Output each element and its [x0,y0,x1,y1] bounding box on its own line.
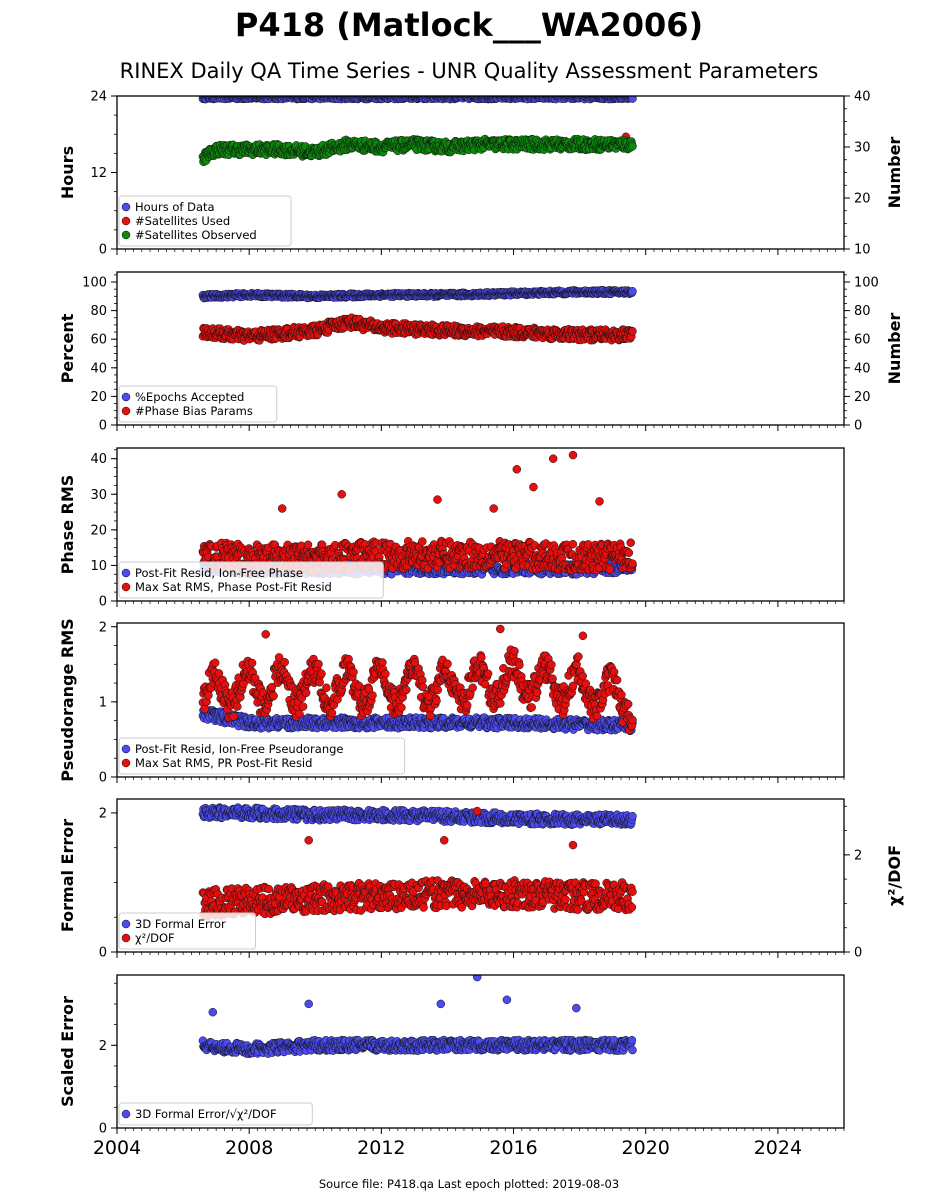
y-tick-label: 20 [90,390,107,405]
y-right-tick-label: 60 [854,333,871,348]
legend-label: %Epochs Accepted [135,390,244,404]
legend-label: Hours of Data [135,200,215,214]
series-phase-bias-params [198,313,637,345]
y-right-axis-label: Number [885,137,904,209]
y-tick-label: 12 [90,166,107,181]
legend: Hours of Data#Satellites Used#Satellites… [118,195,292,247]
legend-marker [121,406,131,416]
outlier-point [548,454,558,463]
data-points [198,450,637,579]
series-hours-of-data [198,96,637,104]
y-tick-label: 80 [90,304,107,319]
legend-label: #Satellites Used [135,214,230,228]
y-tick-label: 0 [99,419,107,434]
data-point [624,548,634,558]
y-tick-label: 24 [90,90,107,105]
legend-marker [121,392,131,402]
y-tick-label: 30 [90,488,107,503]
y-right-tick-label: 100 [854,276,879,291]
data-point [568,539,578,549]
data-points [198,285,637,345]
y-tick-label: 20 [90,523,107,538]
y-tick-label: 60 [90,333,107,348]
y-right-tick-label: 30 [854,141,871,156]
y-tick-label: 10 [90,559,107,574]
data-point [628,327,637,336]
data-point [628,559,637,568]
series-satellites-observed [198,134,637,167]
legend-marker [121,230,131,240]
outlier-point [337,490,346,499]
data-point [628,287,637,296]
legend-label: Post-Fit Resid, Ion-Free Phase [135,566,303,580]
data-point [628,96,637,103]
legend-marker [121,216,131,226]
outlier-point [595,497,604,506]
y-right-tick-label: 0 [854,419,862,434]
outlier-point [568,450,578,460]
data-point [418,537,427,546]
y-right-axis-label: Number [885,313,904,385]
y-right-tick-label: 40 [854,90,871,105]
outlier-point [489,504,498,513]
data-point [628,142,637,151]
figure-title: P418 (Matlock___WA2006) [235,6,703,44]
series-epochs-accepted [198,285,637,303]
data-points [198,96,637,167]
outlier-point [512,465,522,474]
y-tick-label: 40 [90,361,107,376]
legend-marker [121,568,131,578]
outlier-point [277,504,287,513]
y-right-tick-label: 20 [854,390,871,405]
y-tick-label: 100 [82,276,107,291]
y-axis-label: Percent [58,313,77,383]
legend-box [118,385,278,423]
y-right-tick-label: 20 [854,192,871,207]
legend-label: #Phase Bias Params [135,404,253,418]
data-point [626,538,635,547]
y-axis-label: Phase RMS [58,475,77,575]
y-tick-label: 40 [90,452,107,467]
y-right-tick-label: 80 [854,304,871,319]
series-max-sat-rms-phase-post-fit-resid [198,450,637,577]
legend-box [118,195,292,247]
legend: %Epochs Accepted#Phase Bias Params [118,385,278,423]
legend-label: #Satellites Observed [135,228,257,242]
legend-marker [121,202,131,212]
data-point [303,540,313,550]
outlier-point [433,495,442,504]
panel-percent: 0 20 40 60 80 100 0 20 40 60 80 100 Percent Number %Ep… [58,271,904,434]
legend-label: Max Sat RMS, Phase Post-Fit Resid [135,580,332,594]
y-tick-label: 0 [99,243,107,258]
legend-marker [121,582,131,592]
y-axis-label: Hours [58,146,77,199]
figure-subtitle: RINEX Daily QA Time Series - UNR Quality… [120,59,819,83]
y-tick-label: 0 [99,595,107,610]
data-point [605,565,615,574]
outlier-point [529,482,538,492]
y-right-tick-label: 10 [854,243,871,258]
panel-phase-rms: 0 10 20 30 40 Phase RMS Post-Fit Resid, Ion-Fr… [58,447,845,610]
y-right-tick-label: 40 [854,361,871,376]
data-points [198,624,637,736]
